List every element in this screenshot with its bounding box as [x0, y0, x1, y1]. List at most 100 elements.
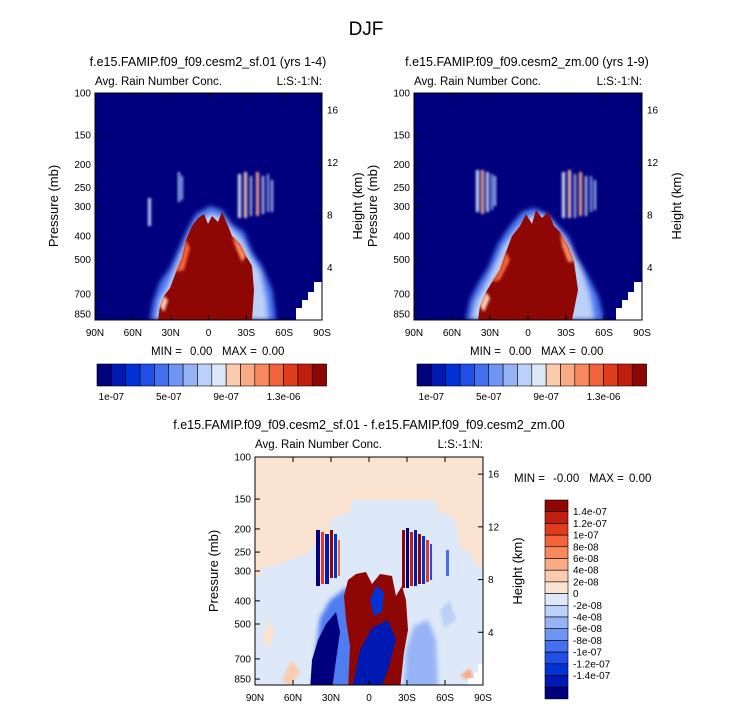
colorbar-box — [544, 640, 569, 653]
panel-diff: f.e15.FAMIP.f09_f09.cesm2_sf.01 - f.e15.… — [173, 418, 651, 704]
colorbar-label: -1.4e-07 — [573, 671, 611, 682]
colorbar-label: -2e-08 — [573, 601, 602, 612]
min-max-stats: MIN = -0.00 MAX = 0.00 — [514, 473, 651, 485]
max-label: MAX = — [541, 346, 576, 358]
colorbar-label: -1e-07 — [573, 648, 602, 659]
y-axis-right-label: Height (km) — [350, 172, 365, 239]
x-tick-label: 30S — [237, 328, 255, 339]
heatmap-field — [255, 457, 483, 685]
x-tick-label: 0 — [206, 328, 212, 339]
panel-title: f.e15.FAMIP.f09_f09.cesm2_zm.00 (yrs 1-9… — [405, 55, 649, 69]
min-label: MIN = — [514, 473, 545, 485]
x-tick-label: 60N — [124, 328, 142, 339]
y-axis-right: 16 12 8 4 — [478, 470, 500, 639]
y-tick-label: 200 — [74, 160, 91, 171]
colorbar-box — [474, 363, 490, 387]
y-axis-right-label: Height (km) — [669, 172, 684, 239]
colorbar-box — [544, 546, 569, 559]
x-tick-label: 90N — [86, 328, 104, 339]
x-tick-label: 30S — [557, 328, 575, 339]
y-tick-label: 850 — [393, 310, 410, 321]
y-right-tick-label: 16 — [647, 106, 659, 117]
colorbar-label: 8e-08 — [573, 542, 599, 553]
colorbar-label: 5e-07 — [156, 392, 182, 403]
colorbar-box — [544, 581, 569, 594]
colorbar-box — [588, 363, 604, 387]
x-tick-label: 0 — [525, 328, 531, 339]
colorbar-box — [544, 616, 569, 629]
colorbar-label: -4e-08 — [573, 613, 602, 624]
colorbar-box — [139, 363, 155, 387]
colorbar-box — [603, 363, 619, 387]
y-right-tick-label: 8 — [488, 575, 494, 586]
field-streaks — [148, 172, 273, 226]
x-tick-label: 60S — [595, 328, 613, 339]
max-label: MAX = — [589, 473, 624, 485]
max-value: 0.00 — [581, 346, 603, 358]
y-tick-label: 500 — [74, 255, 91, 266]
colorbar-label: -6e-08 — [573, 624, 602, 635]
x-tick-label: 60S — [275, 328, 293, 339]
y-tick-label: 400 — [393, 232, 410, 243]
colorbar-label: 1e-07 — [419, 392, 445, 403]
heatmap-field — [95, 93, 322, 320]
y-tick-label: 700 — [393, 290, 410, 301]
field-streaks — [476, 170, 596, 218]
colorbar-label: 5e-07 — [476, 392, 502, 403]
colorbar-box — [544, 686, 569, 700]
field-light-patches — [262, 600, 474, 685]
colorbar-box — [182, 363, 198, 387]
field-core-edge — [160, 236, 246, 312]
colorbar-label: 4e-08 — [573, 566, 599, 577]
colorbar-box — [544, 511, 569, 524]
colorbar-box — [544, 593, 569, 606]
y-tick-label: 300 — [234, 567, 251, 578]
x-tick-label: 90S — [633, 328, 651, 339]
y-tick-label: 100 — [74, 89, 91, 100]
x-axis: 90N 60N 30N 0 30S 60S 90S — [405, 93, 651, 339]
y-tick-label: 850 — [234, 675, 251, 686]
y-axis-right-label: Height (km) — [510, 537, 525, 604]
colorbar-label: 1.2e-07 — [573, 519, 607, 530]
min-value: -0.00 — [553, 473, 579, 485]
colorbar-box — [111, 363, 126, 387]
y-right-tick-label: 8 — [327, 211, 333, 222]
x-tick-label: 60N — [443, 328, 461, 339]
colorbar-box — [617, 363, 633, 387]
y-tick-label: 400 — [74, 232, 91, 243]
colorbar-box — [96, 363, 112, 387]
field-streaks — [316, 528, 449, 588]
colorbar-box — [544, 628, 569, 641]
min-max-stats: MIN = 0.00 MAX = 0.00 — [151, 346, 284, 358]
colorbar-box — [311, 363, 327, 387]
field-core-edge — [480, 232, 574, 312]
x-tick-label: 90N — [246, 693, 264, 704]
colorbar-label: -8e-08 — [573, 636, 602, 647]
terrain-mask — [616, 282, 642, 320]
y-axis-right: 16 12 8 4 — [317, 106, 339, 274]
y-tick-label: 100 — [393, 89, 410, 100]
colorbar-label: 9e-07 — [213, 392, 239, 403]
min-label: MIN = — [470, 346, 501, 358]
x-tick-label: 30N — [481, 328, 499, 339]
y-tick-label: 500 — [393, 255, 410, 266]
y-right-tick-label: 4 — [327, 263, 333, 274]
level-label: L:S:-1:N: — [438, 439, 483, 451]
colorbar-box — [416, 363, 432, 387]
min-max-stats: MIN = 0.00 MAX = 0.00 — [470, 346, 603, 358]
colorbar-box — [488, 363, 504, 387]
colorbar-box — [459, 363, 475, 387]
y-tick-label: 250 — [393, 183, 410, 194]
colorbar-box — [517, 363, 533, 387]
x-tick-label: 30S — [398, 693, 416, 704]
y-tick-label: 200 — [234, 524, 251, 535]
x-tick-label: 90S — [474, 693, 492, 704]
colorbar-label: 2e-08 — [573, 577, 599, 588]
colorbar-box — [574, 363, 590, 387]
colorbar-label: 0 — [573, 589, 579, 600]
y-axis-label: Pressure (mb) — [46, 165, 61, 247]
colorbar-box — [168, 363, 184, 387]
colorbar-label: -1.2e-07 — [573, 659, 611, 670]
variable-label: Avg. Rain Number Conc. — [255, 439, 382, 451]
y-right-tick-label: 12 — [488, 522, 500, 533]
